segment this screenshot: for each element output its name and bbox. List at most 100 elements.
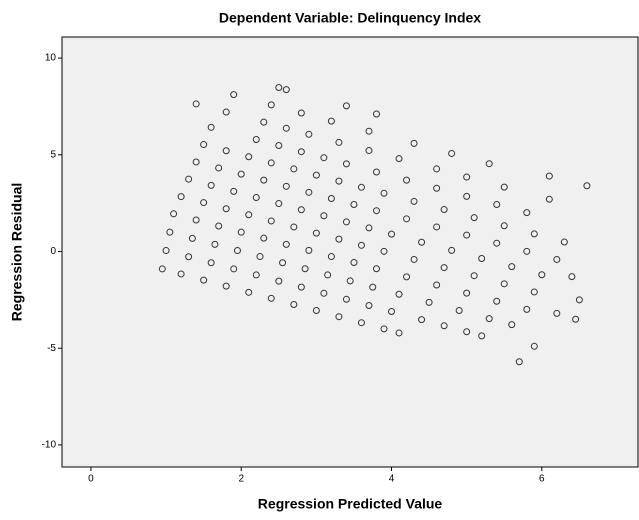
point xyxy=(320,154,328,162)
point xyxy=(508,321,516,329)
point xyxy=(245,288,253,296)
point xyxy=(177,270,185,278)
point xyxy=(230,91,238,99)
point xyxy=(369,283,377,291)
point xyxy=(523,305,531,313)
point xyxy=(282,124,290,132)
point xyxy=(553,309,561,317)
point xyxy=(211,240,219,248)
point xyxy=(158,265,166,273)
point xyxy=(545,172,553,180)
point xyxy=(357,241,365,249)
point xyxy=(230,187,238,195)
point xyxy=(282,86,290,94)
point xyxy=(282,240,290,248)
point xyxy=(463,173,471,181)
point xyxy=(245,211,253,219)
point xyxy=(478,254,486,262)
x-tick-label: 4 xyxy=(389,474,395,485)
point xyxy=(166,228,174,236)
point xyxy=(192,100,200,108)
point xyxy=(237,170,245,178)
point xyxy=(380,325,388,333)
point xyxy=(297,206,305,214)
point xyxy=(185,253,193,261)
point xyxy=(252,271,260,279)
point xyxy=(275,83,283,91)
point xyxy=(433,281,441,289)
point xyxy=(425,298,433,306)
point xyxy=(260,118,268,126)
point xyxy=(357,319,365,327)
point xyxy=(177,193,185,201)
point xyxy=(410,255,418,263)
point xyxy=(305,188,313,196)
point xyxy=(312,171,320,179)
y-tick-label: 10 xyxy=(45,53,57,64)
point xyxy=(222,205,230,213)
point xyxy=(282,182,290,190)
point xyxy=(568,273,576,281)
point xyxy=(320,289,328,297)
point xyxy=(455,307,463,315)
point xyxy=(530,342,538,350)
x-tick-label: 6 xyxy=(539,474,545,485)
point xyxy=(380,189,388,197)
point xyxy=(324,271,332,279)
point xyxy=(267,217,275,225)
point xyxy=(260,176,268,184)
point xyxy=(440,264,448,272)
point xyxy=(162,247,170,255)
point xyxy=(185,175,193,183)
point xyxy=(538,271,546,279)
point xyxy=(433,223,441,231)
point xyxy=(305,246,313,254)
point xyxy=(500,222,508,230)
point xyxy=(222,282,230,290)
point xyxy=(252,136,260,144)
point xyxy=(192,216,200,224)
x-axis-label: Regression Predicted Value xyxy=(258,496,443,512)
point xyxy=(275,200,283,208)
point xyxy=(301,265,309,273)
point xyxy=(530,288,538,296)
point xyxy=(463,231,471,239)
x-tick-label: 2 xyxy=(238,474,244,485)
point xyxy=(327,117,335,125)
point xyxy=(403,176,411,184)
point xyxy=(357,183,365,191)
point xyxy=(440,322,448,330)
point xyxy=(493,201,501,209)
point xyxy=(485,160,493,168)
point xyxy=(395,329,403,337)
point xyxy=(403,273,411,281)
point xyxy=(463,289,471,297)
point xyxy=(523,209,531,217)
point xyxy=(583,182,591,190)
point xyxy=(372,207,380,215)
point xyxy=(403,215,411,223)
point xyxy=(575,296,583,304)
point xyxy=(297,283,305,291)
point xyxy=(388,230,396,238)
point xyxy=(200,276,208,284)
point xyxy=(500,280,508,288)
point xyxy=(350,201,358,209)
point xyxy=(395,155,403,163)
y-tick-label: -10 xyxy=(42,440,57,451)
point xyxy=(327,253,335,261)
point xyxy=(440,206,448,214)
point xyxy=(485,315,493,323)
point xyxy=(267,159,275,167)
point xyxy=(410,197,418,205)
point xyxy=(493,239,501,247)
point xyxy=(335,177,343,185)
point xyxy=(395,290,403,298)
point xyxy=(188,234,196,242)
point xyxy=(245,153,253,161)
point xyxy=(252,194,260,202)
point xyxy=(372,168,380,176)
point xyxy=(260,234,268,242)
point xyxy=(433,184,441,192)
